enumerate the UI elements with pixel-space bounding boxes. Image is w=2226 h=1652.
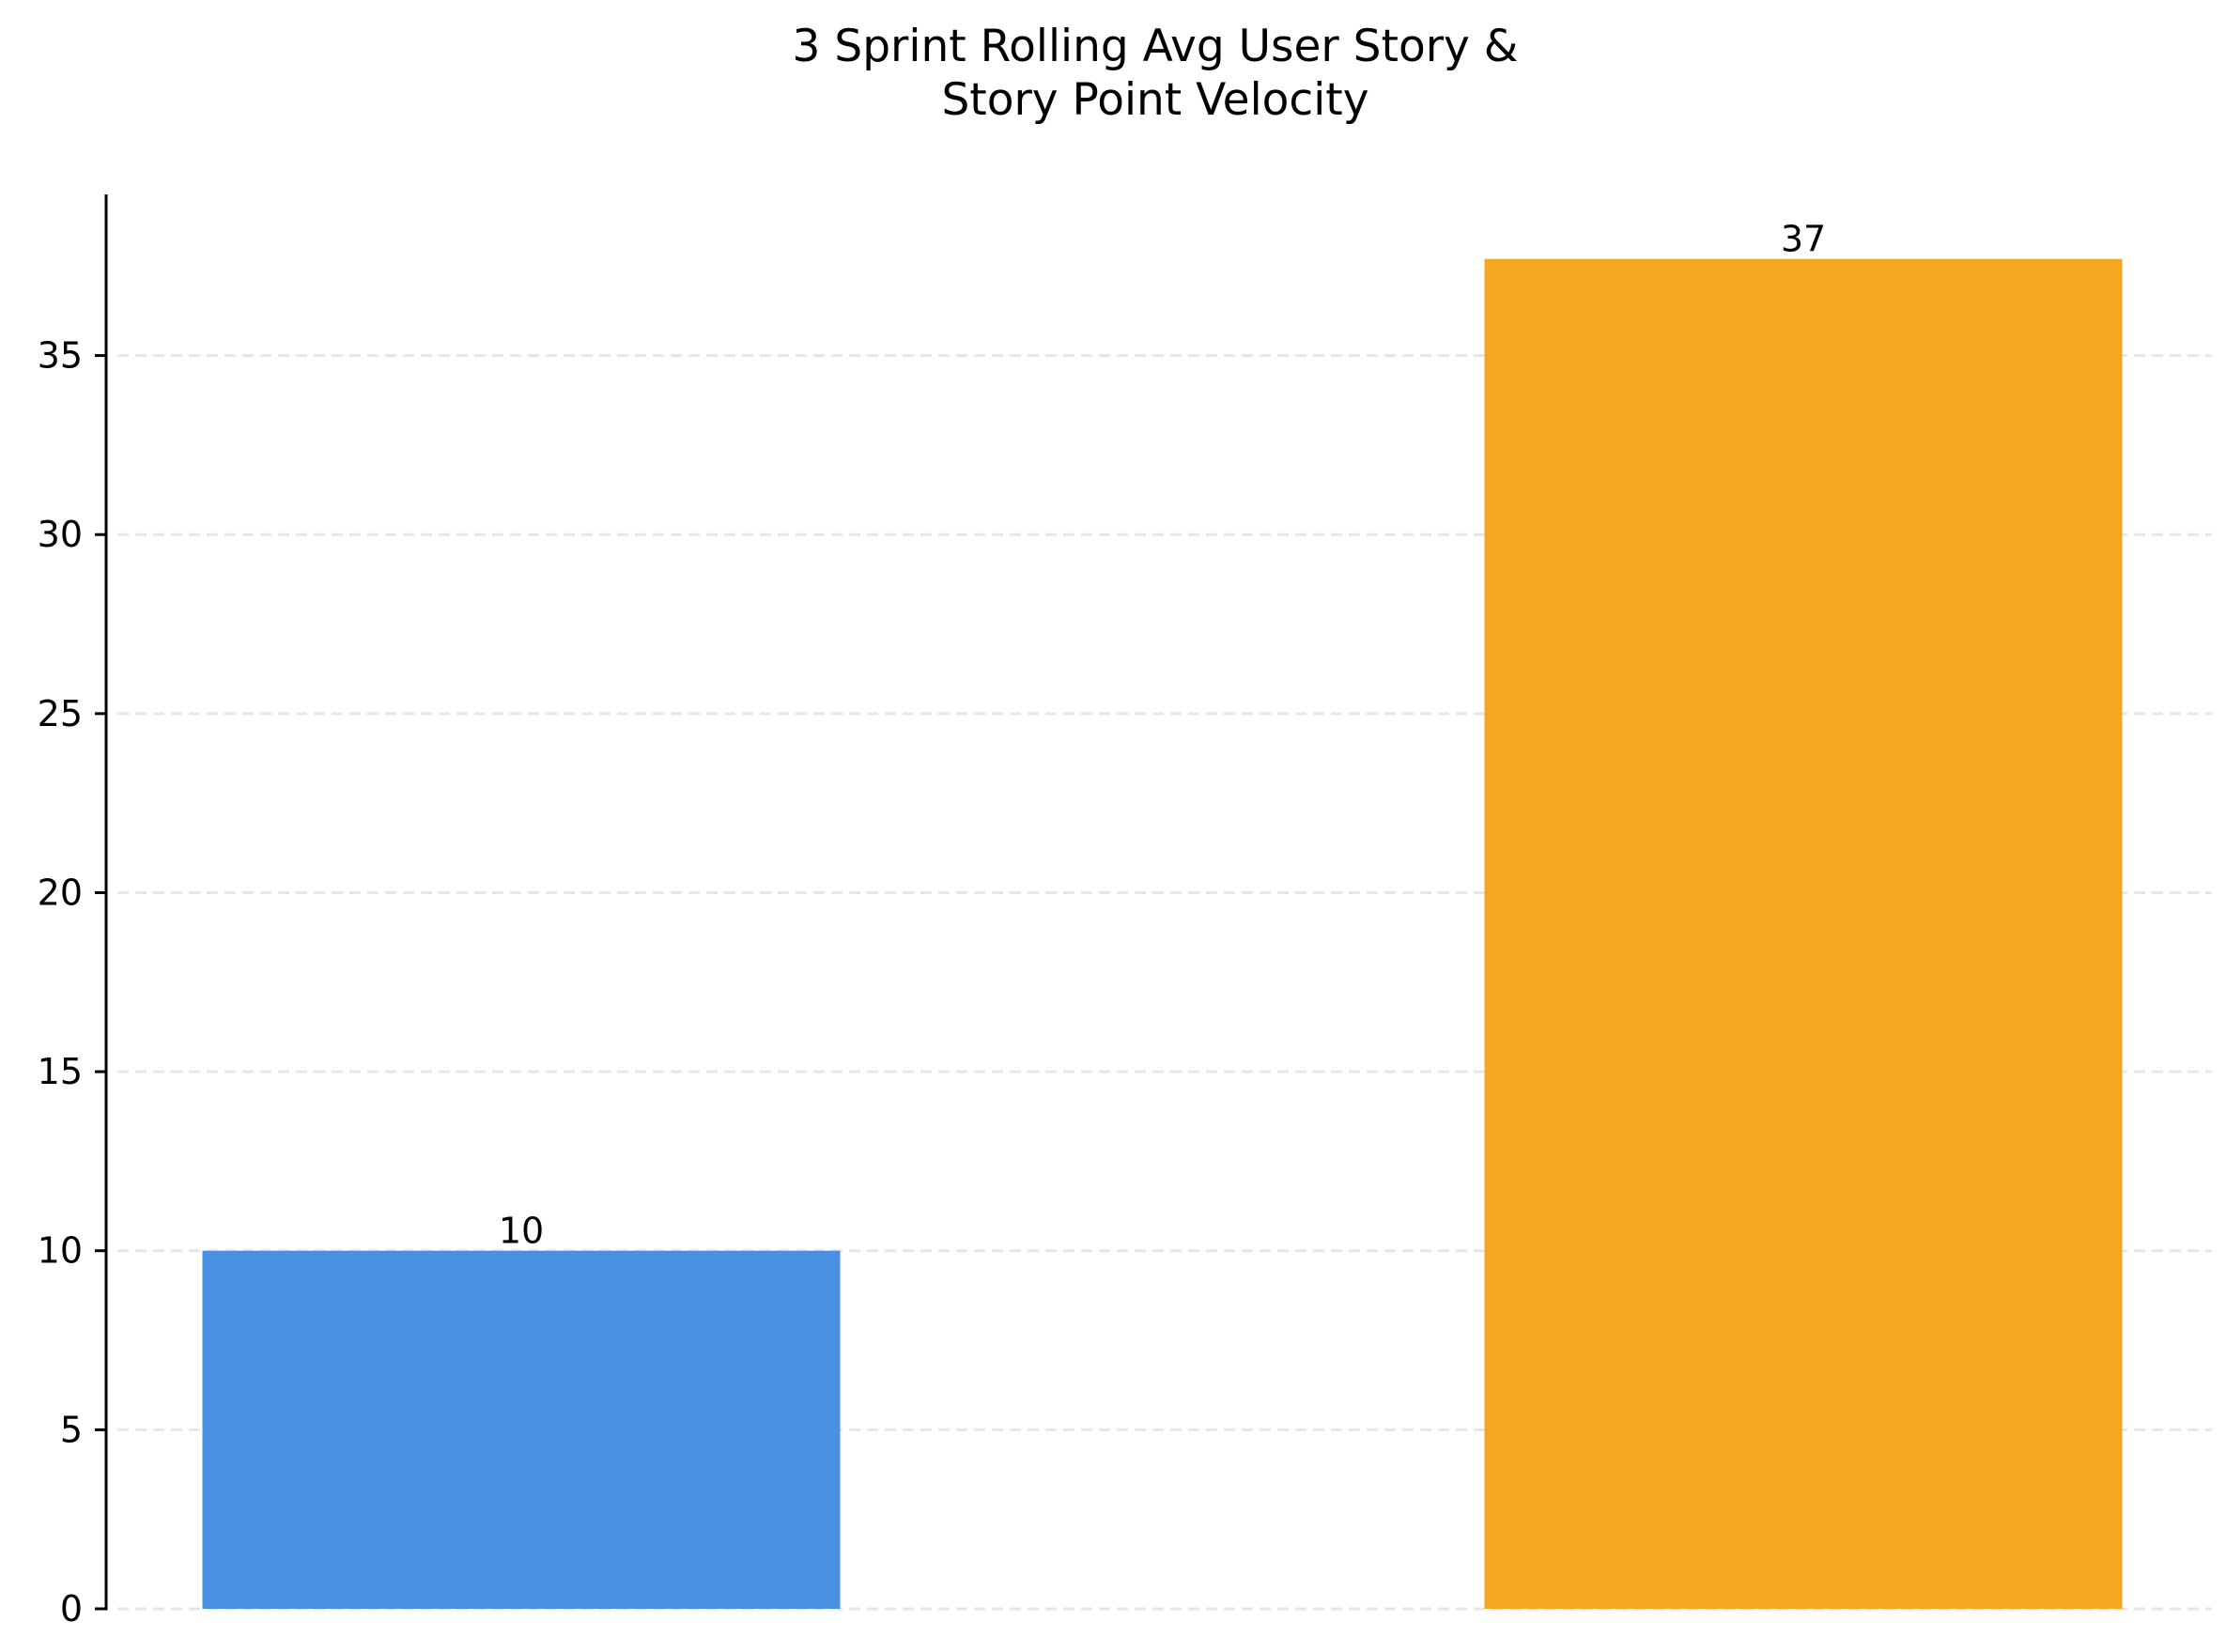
y-tick-label: 30 xyxy=(38,514,83,555)
chart-title-line-1: 3 Sprint Rolling Avg User Story & xyxy=(793,21,1519,72)
chart-title-line-2: Story Point Velocity xyxy=(941,74,1368,126)
bar-value-label: 37 xyxy=(1781,219,1826,260)
bar-value-label: 10 xyxy=(499,1211,544,1252)
bar xyxy=(1484,258,2123,1610)
bars xyxy=(202,258,2123,1610)
y-tick-label: 25 xyxy=(38,693,83,734)
bar-labels: 10 37 xyxy=(499,219,1826,1252)
y-tick-label: 20 xyxy=(38,872,83,913)
bar xyxy=(202,1250,841,1609)
chart-title: 3 Sprint Rolling Avg User Story & Story … xyxy=(793,21,1519,126)
y-tick-label: 5 xyxy=(60,1409,83,1450)
y-tick-label: 15 xyxy=(38,1051,83,1092)
y-tick-label: 35 xyxy=(38,335,83,377)
y-tick-label: 0 xyxy=(60,1588,83,1629)
y-tick-label: 10 xyxy=(38,1230,83,1272)
y-axis: 0 5 10 15 20 25 30 35 xyxy=(38,194,108,1629)
